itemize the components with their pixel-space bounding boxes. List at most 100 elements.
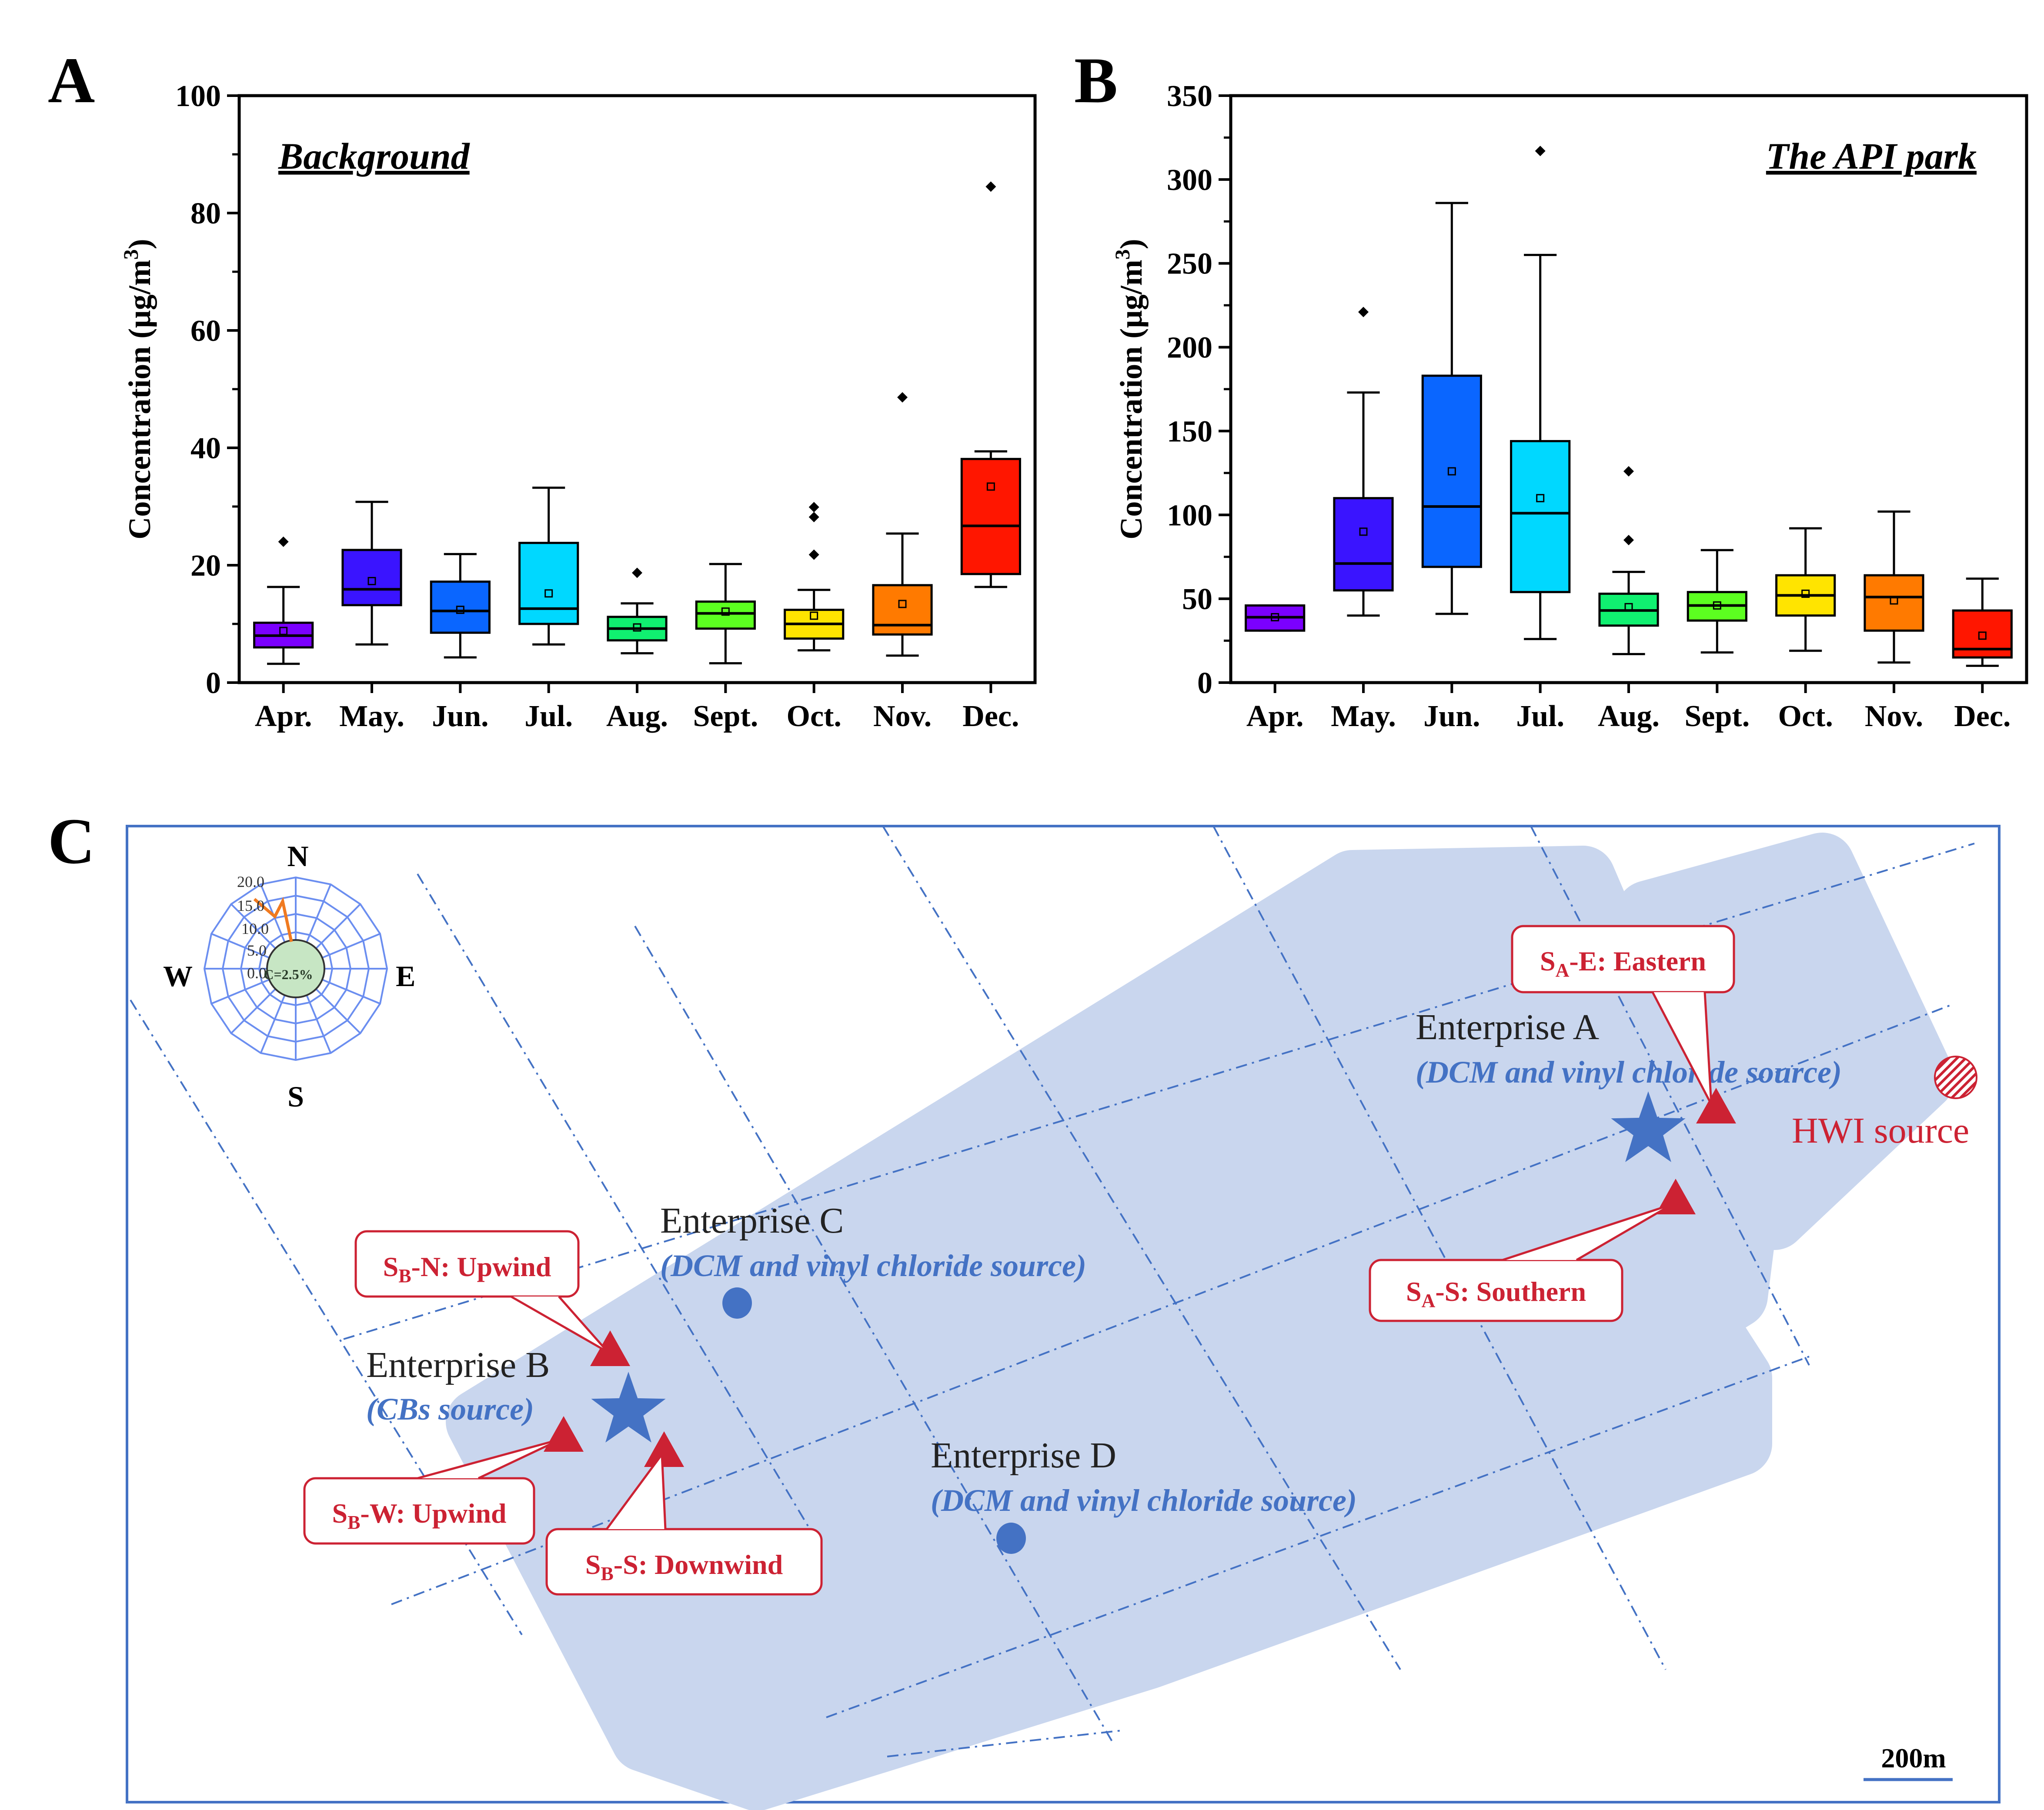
enterprise-b-source: (CBs source) (366, 1392, 534, 1427)
box-0-3 (518, 487, 579, 646)
y-tick-label-0: 40 (190, 432, 221, 465)
hwi-source-label: HWI source (1792, 1110, 1969, 1151)
box-1-4 (1598, 466, 1659, 655)
y-tick-label-0: 80 (190, 197, 221, 230)
panel-label-a: A (48, 44, 95, 117)
enterprise-d: Enterprise D (DCM and vinyl chloride sou… (931, 1435, 1357, 1554)
y-tick-label-1: 250 (1167, 247, 1212, 281)
box-1-3 (1510, 146, 1571, 640)
enterprise-c-source: (DCM and vinyl chloride source) (660, 1248, 1086, 1283)
box-0-5 (695, 563, 756, 664)
box-1-7 (1864, 510, 1924, 664)
outlier-point (1623, 466, 1634, 477)
box-1-0 (1245, 604, 1306, 632)
compass-north: N (287, 840, 308, 873)
box-mean-marker (1801, 590, 1810, 598)
box-mean-marker (367, 577, 376, 585)
x-tick-label-0: Dec. (962, 700, 1019, 733)
y-tick-label-1: 100 (1167, 499, 1212, 532)
callout-sa-e-pointer (1651, 991, 1713, 1105)
x-tick-label-0: Sept. (693, 700, 758, 733)
x-tick-label-1: Jul. (1516, 700, 1564, 733)
wind-frequency-line (253, 897, 293, 942)
outlier-point (278, 537, 289, 547)
x-tick-label-0: Jul. (524, 700, 573, 733)
calm-circle (266, 939, 325, 998)
x-tick-label-1: May. (1331, 700, 1396, 733)
box-mean-marker (279, 627, 288, 635)
box-mean-marker (1713, 601, 1721, 610)
y-tick-label-0: 0 (206, 667, 221, 700)
wind-rose (203, 876, 388, 1061)
chart-annotation-b: The API park (1766, 135, 1977, 177)
scale-label: 200m (1881, 1743, 1946, 1773)
box-1-2 (1421, 202, 1482, 615)
box-0-8 (960, 181, 1021, 588)
enterprise-c-dot-icon (722, 1287, 752, 1319)
outlier-point (632, 567, 642, 578)
box-0-4 (607, 567, 668, 654)
box-1-1 (1333, 307, 1394, 617)
enterprise-c-name: Enterprise C (660, 1200, 844, 1241)
y-tick-label-1: 150 (1167, 415, 1212, 448)
x-tick-label-0: May. (339, 700, 404, 733)
x-tick-label-1: Oct. (1778, 700, 1833, 733)
enterprise-a-source: (DCM and vinyl chloride source) (1416, 1055, 1842, 1090)
box-iqr (518, 542, 579, 625)
box-mean-marker (810, 611, 818, 620)
box-iqr (1421, 374, 1482, 568)
wind-rose-ring-labels: 20.0 15.0 10.0 5.0 0.0 (237, 873, 269, 982)
box-mean-marker (986, 482, 995, 491)
box-1-8 (1952, 577, 2013, 667)
callout-sb-s-text: SB-S: Downwind (585, 1549, 783, 1584)
ring-label-20: 20.0 (237, 873, 264, 890)
x-tick-label-1: Dec. (1954, 700, 2011, 733)
callout-sb-w-text: SB-W: Upwind (332, 1498, 506, 1533)
box-mean-marker (1359, 527, 1368, 536)
x-axis-a: Apr. May. Jun. Jul. Aug. Sept. Oct. Nov. Dec. (255, 683, 1019, 733)
box-mean-marker (1271, 613, 1279, 622)
x-tick-label-1: Nov. (1865, 700, 1923, 733)
y-axis-label-a-main: Concentration (µg/m (122, 260, 157, 539)
box-0-2 (430, 553, 491, 659)
box-0-7 (872, 392, 933, 657)
compass-west: W (163, 960, 193, 993)
box-iqr (1333, 497, 1394, 592)
chart-background: A Background Concentration (µg/m3) 0 20 40… (48, 44, 1037, 733)
x-tick-label-0: Oct. (787, 700, 842, 733)
y-tick-label-1: 350 (1167, 80, 1212, 113)
callout-sb-w: SB-W: Upwind (303, 1438, 562, 1545)
box-0-0 (253, 537, 314, 665)
compass-south: S (287, 1080, 304, 1113)
ring-label-5: 5.0 (247, 942, 267, 959)
enterprise-b-name: Enterprise B (366, 1345, 550, 1385)
y-axis-label-a: Concentration (µg/m3) (120, 239, 157, 539)
box-iqr (1510, 440, 1571, 593)
box-iqr (1864, 574, 1924, 632)
outlier-point (1358, 307, 1369, 317)
enterprise-d-source: (DCM and vinyl chloride source) (931, 1483, 1357, 1518)
calm-label: C=2.5% (264, 967, 313, 982)
outlier-point (808, 512, 819, 523)
box-mean-marker (1890, 596, 1898, 605)
box-1-5 (1687, 549, 1747, 654)
box-mean-marker (898, 600, 907, 608)
outlier-point (808, 549, 819, 560)
box-mean-marker (544, 589, 553, 598)
chart-annotation-a: Background (278, 135, 471, 177)
y-axis-label-a-sup: 3 (120, 249, 143, 260)
x-tick-label-0: Apr. (255, 700, 312, 733)
callout-sa-s-pointer (1502, 1203, 1673, 1261)
callout-sb-s-pointer (605, 1451, 667, 1530)
y-axis-label-a-close: ) (122, 239, 157, 249)
box-mean-marker (721, 607, 730, 616)
y-axis-label-b-close: ) (1114, 239, 1149, 249)
enterprise-d-dot-icon (996, 1523, 1026, 1554)
y-tick-label-0: 60 (190, 314, 221, 348)
box-iqr (872, 584, 933, 636)
enterprise-b-star-icon (591, 1372, 666, 1443)
box-mean-marker (1447, 467, 1456, 476)
box-mean-marker (1624, 603, 1633, 611)
enterprise-a-name: Enterprise A (1416, 1007, 1600, 1047)
